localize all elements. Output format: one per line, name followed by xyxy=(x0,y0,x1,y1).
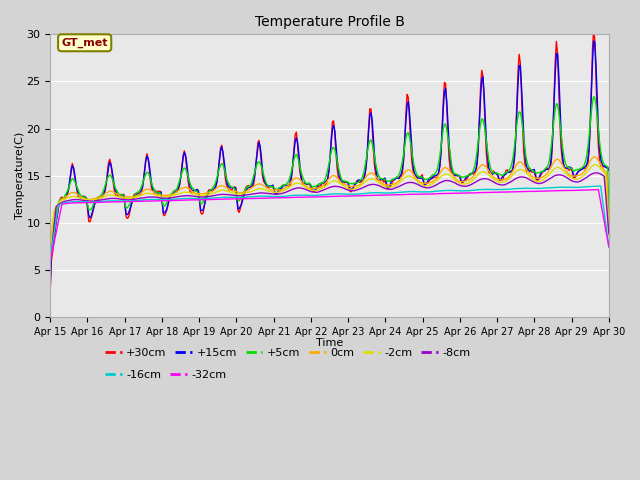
-32cm xyxy=(386,192,394,198)
+5cm xyxy=(282,182,290,188)
Line: -16cm: -16cm xyxy=(50,186,609,259)
Line: +30cm: +30cm xyxy=(50,28,609,291)
-2cm xyxy=(592,162,600,168)
-2cm xyxy=(359,181,367,187)
+15cm xyxy=(590,38,598,44)
+15cm xyxy=(457,177,465,183)
0cm xyxy=(282,185,290,191)
+30cm xyxy=(359,178,367,183)
+5cm xyxy=(605,214,612,220)
Line: -8cm: -8cm xyxy=(50,173,609,264)
Text: GT_met: GT_met xyxy=(61,37,108,48)
-16cm xyxy=(359,191,367,196)
Line: 0cm: 0cm xyxy=(50,157,609,261)
+15cm xyxy=(554,51,561,57)
+30cm xyxy=(605,168,612,173)
-16cm xyxy=(457,188,465,194)
+15cm xyxy=(359,178,367,183)
0cm xyxy=(46,258,54,264)
-16cm xyxy=(605,244,612,250)
-16cm xyxy=(282,193,290,199)
-2cm xyxy=(457,181,465,187)
-2cm xyxy=(605,233,612,239)
-32cm xyxy=(46,258,54,264)
-8cm xyxy=(457,183,465,189)
-8cm xyxy=(554,172,561,178)
+30cm xyxy=(282,182,290,188)
+15cm xyxy=(605,168,612,173)
Line: -32cm: -32cm xyxy=(50,190,609,261)
-8cm xyxy=(46,261,54,266)
-2cm xyxy=(220,187,228,193)
+5cm xyxy=(359,173,367,179)
+5cm xyxy=(554,102,561,108)
0cm xyxy=(591,154,598,160)
X-axis label: Time: Time xyxy=(316,338,343,348)
0cm xyxy=(605,228,612,234)
-8cm xyxy=(359,185,367,191)
-32cm xyxy=(220,196,228,202)
-2cm xyxy=(386,184,394,190)
Y-axis label: Temperature(C): Temperature(C) xyxy=(15,132,25,219)
-32cm xyxy=(282,195,290,201)
+5cm xyxy=(457,174,465,180)
Title: Temperature Profile B: Temperature Profile B xyxy=(255,15,404,29)
+5cm xyxy=(220,165,228,171)
-32cm xyxy=(457,191,465,196)
-2cm xyxy=(46,255,54,261)
0cm xyxy=(457,179,465,184)
-32cm xyxy=(595,187,602,192)
-16cm xyxy=(46,256,54,262)
Legend: -16cm, -32cm: -16cm, -32cm xyxy=(100,366,230,385)
+30cm xyxy=(457,177,465,182)
0cm xyxy=(359,179,367,184)
-32cm xyxy=(554,188,561,193)
-2cm xyxy=(282,187,290,192)
+5cm xyxy=(386,178,394,184)
-16cm xyxy=(554,184,561,190)
-8cm xyxy=(592,170,600,176)
+30cm xyxy=(590,25,598,31)
0cm xyxy=(220,183,228,189)
-8cm xyxy=(282,190,290,195)
+5cm xyxy=(46,262,54,268)
Line: +15cm: +15cm xyxy=(50,41,609,286)
-2cm xyxy=(554,165,561,170)
+15cm xyxy=(220,157,228,163)
-32cm xyxy=(605,244,612,250)
-8cm xyxy=(386,186,394,192)
Line: -2cm: -2cm xyxy=(50,165,609,258)
0cm xyxy=(386,182,394,188)
+30cm xyxy=(46,288,54,294)
-16cm xyxy=(596,183,604,189)
+15cm xyxy=(386,184,394,190)
-8cm xyxy=(605,231,612,237)
-32cm xyxy=(359,193,367,199)
+30cm xyxy=(220,162,228,168)
+30cm xyxy=(386,184,394,190)
-16cm xyxy=(220,194,228,200)
0cm xyxy=(554,156,561,162)
+15cm xyxy=(282,182,290,188)
+30cm xyxy=(554,51,561,57)
+5cm xyxy=(590,94,598,99)
+15cm xyxy=(46,283,54,288)
-8cm xyxy=(220,192,228,197)
Line: +5cm: +5cm xyxy=(50,96,609,265)
-16cm xyxy=(386,190,394,196)
